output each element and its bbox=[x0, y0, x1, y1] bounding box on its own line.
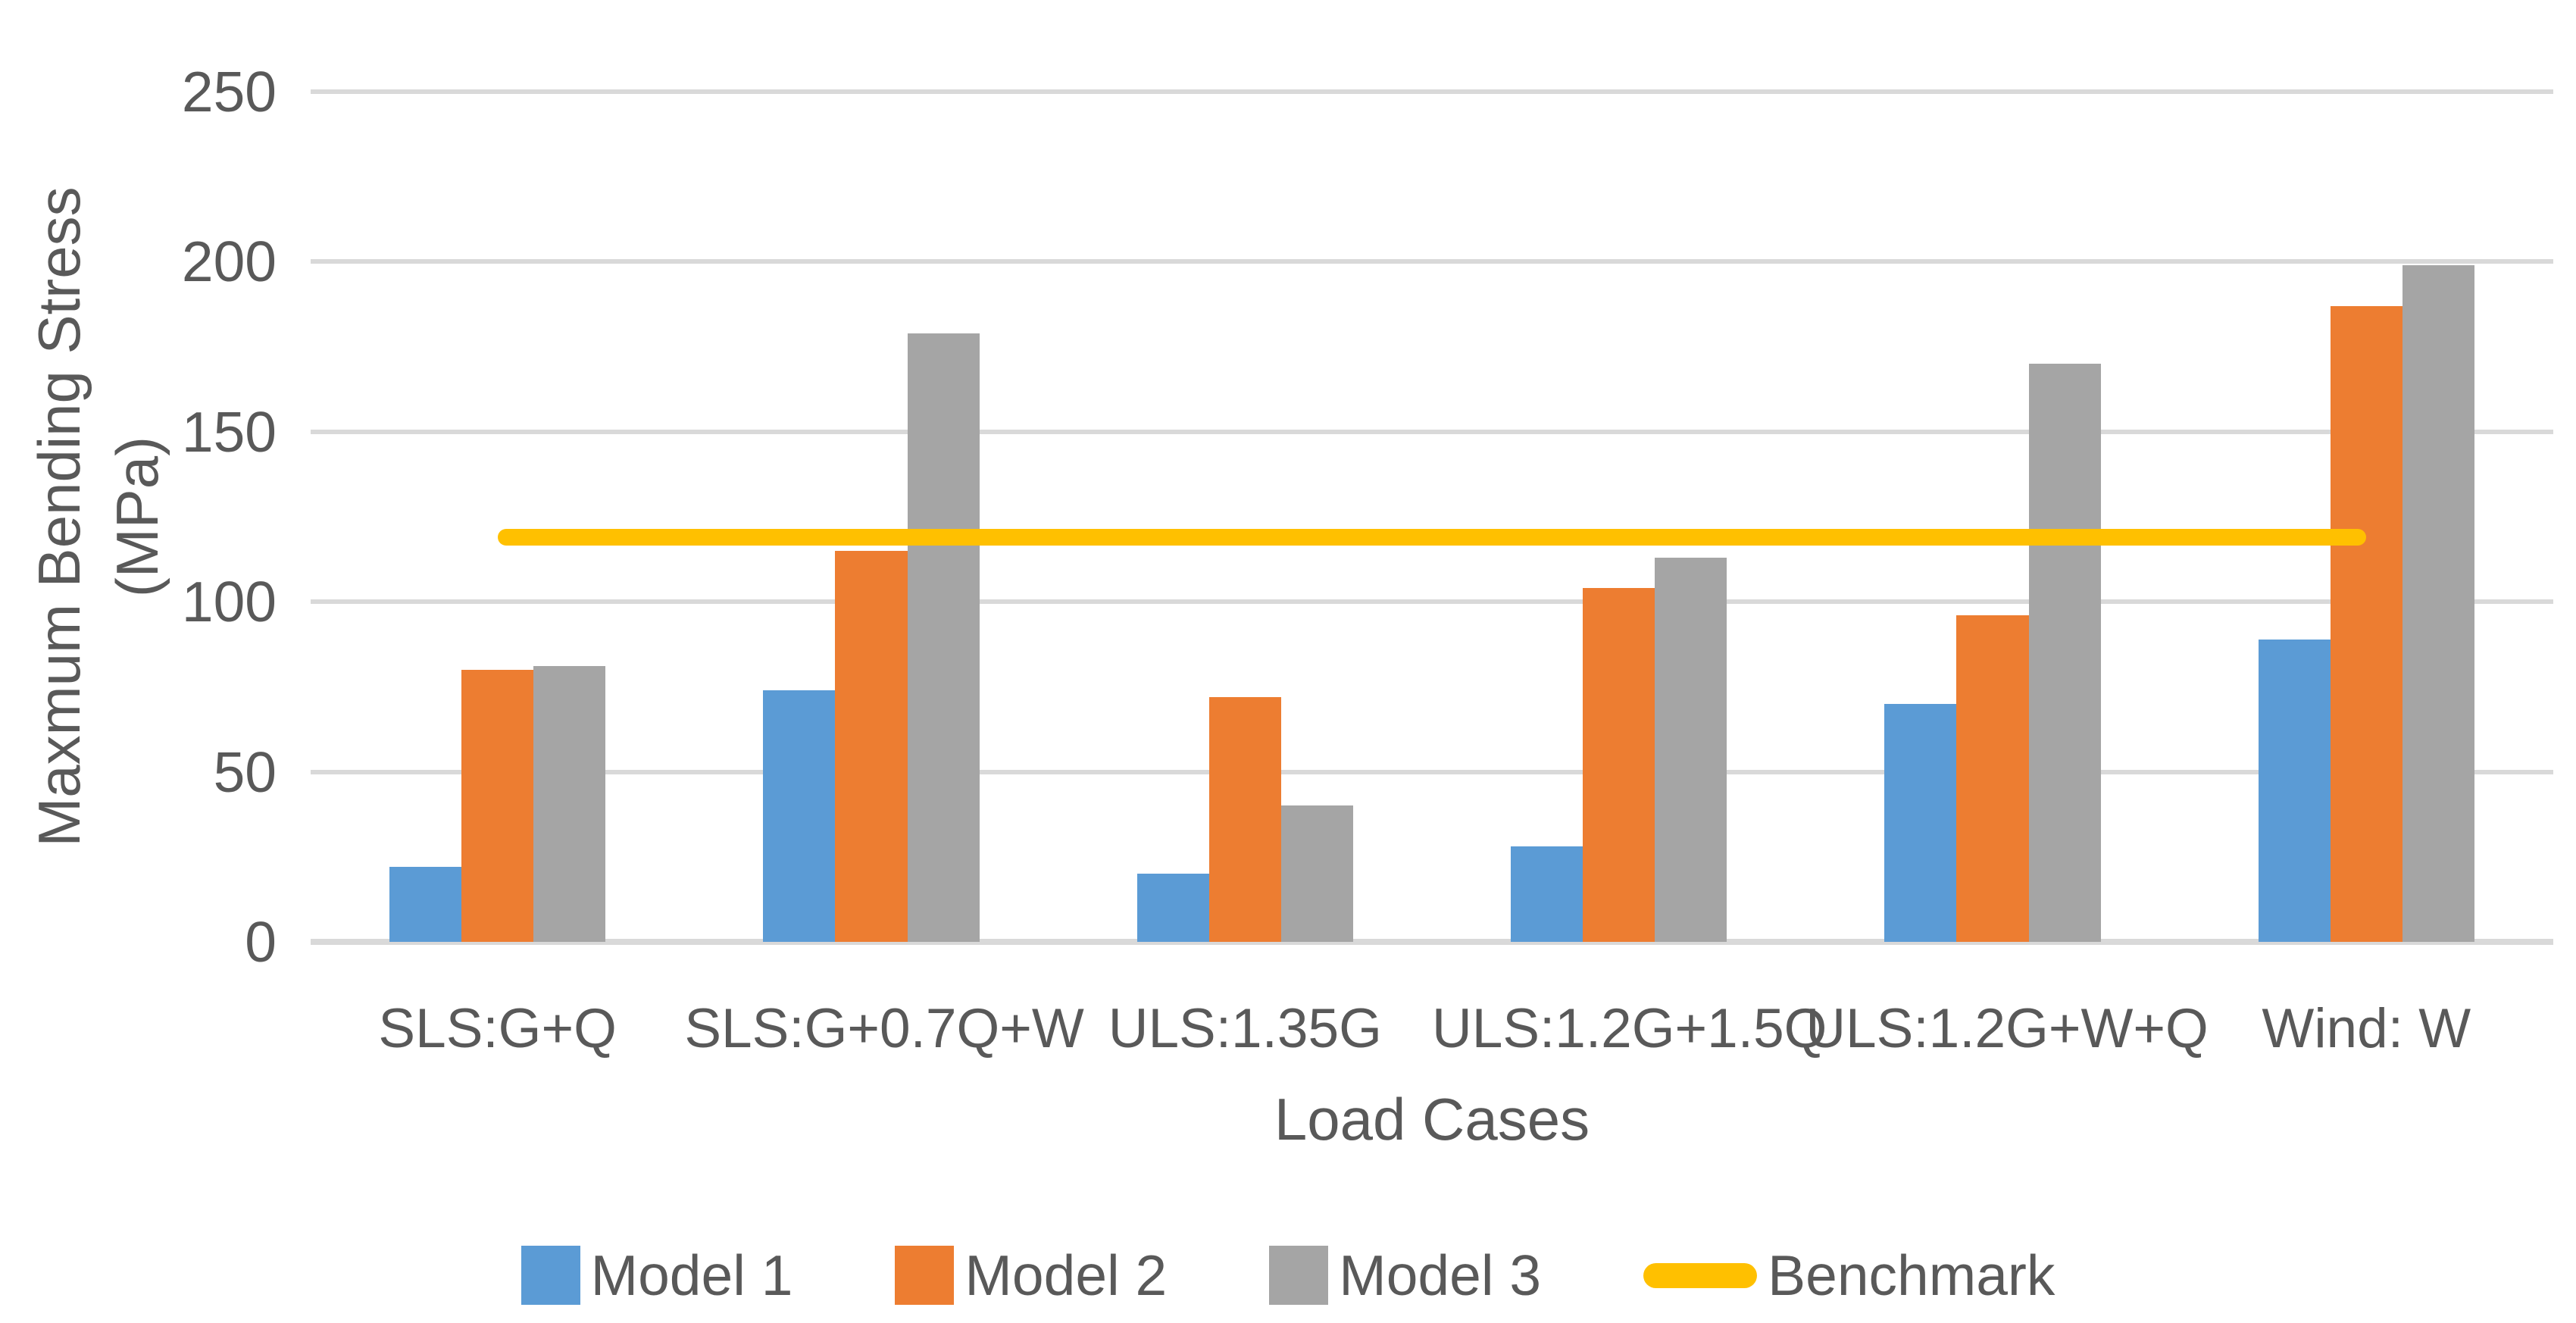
bar-model-1-cat5 bbox=[1884, 703, 1957, 942]
x-category-label: SLS:G+Q bbox=[378, 998, 617, 1059]
y-tick-label: 100 bbox=[181, 570, 277, 634]
bar-model-1-cat6 bbox=[2258, 639, 2331, 942]
bar-model-2-cat5 bbox=[1956, 615, 2029, 942]
x-category-label: Wind: W bbox=[2262, 998, 2471, 1059]
benchmark-line bbox=[497, 528, 2367, 546]
bar-model-1-cat1 bbox=[389, 867, 462, 942]
legend-item-benchmark: Benchmark bbox=[1643, 1243, 2055, 1308]
bar-model-2-cat4 bbox=[1583, 588, 1655, 942]
legend-label: Benchmark bbox=[1768, 1243, 2055, 1307]
x-category-label: ULS:1.2G+W+Q bbox=[1805, 998, 2209, 1059]
bar-model-2-cat6 bbox=[2330, 305, 2402, 942]
legend-item-model-1: Model 1 bbox=[521, 1243, 793, 1308]
gridline bbox=[311, 769, 2553, 774]
legend-benchmark-marker bbox=[1643, 1262, 1758, 1288]
bar-model-3-cat2 bbox=[907, 333, 980, 942]
legend-label: Model 2 bbox=[964, 1243, 1168, 1307]
legend-item-model-2: Model 2 bbox=[895, 1243, 1167, 1308]
legend: Model 1 Model 2 Model 3 Benchmark bbox=[0, 1226, 2576, 1323]
x-axis-line bbox=[311, 939, 2553, 945]
bar-model-3-cat6 bbox=[2402, 264, 2475, 942]
bar-model-2-cat2 bbox=[835, 550, 908, 942]
y-tick-label: 150 bbox=[181, 399, 277, 464]
y-tick-label: 50 bbox=[213, 740, 277, 804]
legend-swatch-model-3 bbox=[1269, 1246, 1329, 1305]
gridline bbox=[311, 89, 2553, 94]
y-tick-label: 200 bbox=[181, 230, 277, 294]
legend-label: Model 3 bbox=[1339, 1243, 1542, 1307]
legend-swatch-model-2 bbox=[895, 1246, 955, 1305]
bar-model-3-cat3 bbox=[1280, 805, 1354, 942]
bar-model-2-cat1 bbox=[461, 669, 534, 942]
bar-model-1-cat2 bbox=[763, 690, 836, 942]
gridline bbox=[311, 599, 2553, 605]
x-category-label: ULS:1.35G bbox=[1108, 998, 1382, 1059]
gridline bbox=[311, 429, 2553, 434]
x-category-label: SLS:G+0.7Q+W bbox=[684, 998, 1084, 1059]
legend-item-model-3: Model 3 bbox=[1269, 1243, 1541, 1308]
gridline bbox=[311, 259, 2553, 264]
bar-model-3-cat1 bbox=[533, 666, 606, 942]
y-tick-label: 0 bbox=[245, 910, 277, 974]
x-category-label: ULS:1.2G+1.5Q bbox=[1432, 998, 1827, 1059]
bar-model-1-cat3 bbox=[1136, 874, 1209, 942]
bar-model-3-cat4 bbox=[1655, 557, 1727, 942]
bar-model-3-cat5 bbox=[2028, 364, 2101, 942]
x-axis-title: Load Cases bbox=[1274, 1086, 1590, 1153]
legend-label: Model 1 bbox=[590, 1243, 793, 1307]
bar-model-2-cat3 bbox=[1208, 696, 1281, 942]
y-tick-label: 250 bbox=[181, 60, 277, 124]
bar-model-1-cat4 bbox=[1510, 846, 1583, 942]
legend-swatch-model-1 bbox=[521, 1246, 580, 1305]
